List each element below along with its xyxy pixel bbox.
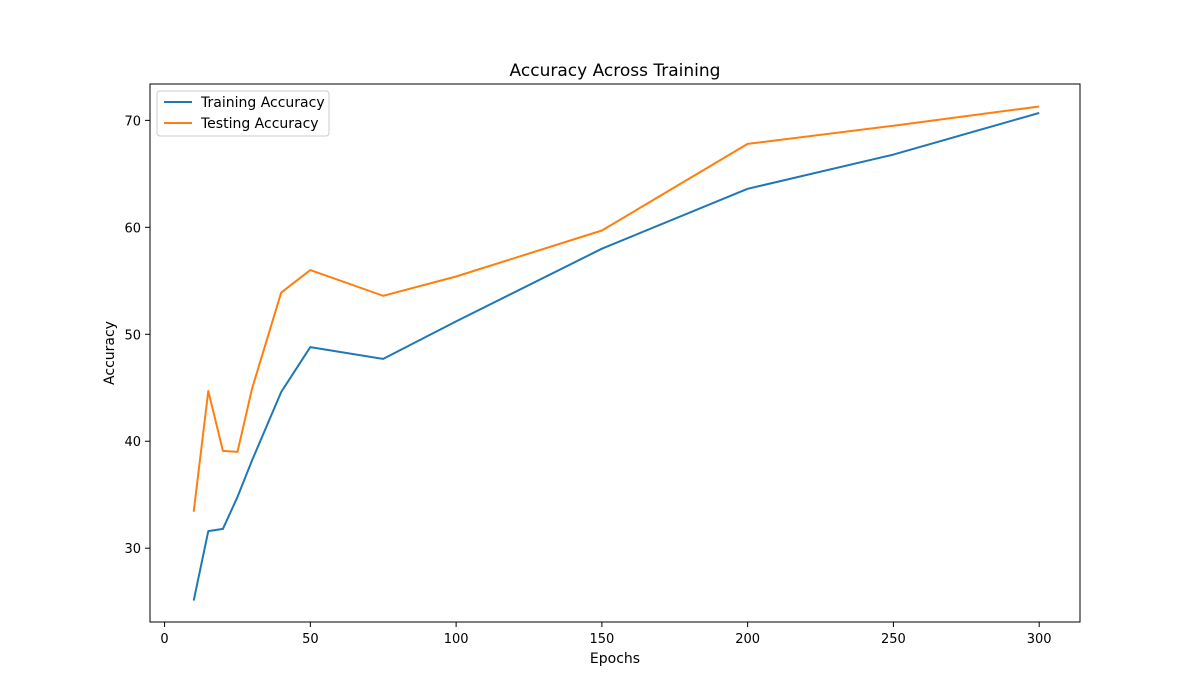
x-tick-label: 300 [1027, 632, 1052, 647]
x-tick-label: 150 [589, 632, 614, 647]
legend-box [156, 90, 330, 137]
plot-area [150, 84, 1080, 622]
y-tick-label: 60 [124, 221, 141, 236]
x-tick-label: 50 [302, 632, 319, 647]
training-accuracy-line [192, 111, 1040, 601]
x-tick-label: 100 [444, 632, 469, 647]
training-accuracy-legend-label: Training Accuracy [200, 95, 325, 111]
y-tick-label: 70 [124, 114, 141, 129]
x-axis-label: Epochs [590, 651, 640, 667]
y-axis-label: Accuracy [102, 321, 118, 385]
plot-frame [149, 83, 1081, 623]
series-layer [192, 105, 1040, 601]
y-tick-label: 30 [124, 542, 141, 557]
x-tick-label: 0 [160, 632, 168, 647]
x-axis: 0 50 100 150 200 250 300 [160, 622, 1052, 647]
y-tick-label: 40 [124, 435, 141, 450]
y-tick-label: 50 [124, 328, 141, 343]
testing-accuracy-legend-label: Testing Accuracy [200, 116, 319, 132]
y-axis: 30 40 50 60 70 [124, 114, 150, 557]
x-tick-label: 250 [881, 632, 906, 647]
legend: Training Accuracy Testing Accuracy [156, 90, 330, 137]
chart-title: Accuracy Across Training [510, 61, 721, 81]
testing-accuracy-line [192, 105, 1040, 512]
x-tick-label: 200 [735, 632, 760, 647]
